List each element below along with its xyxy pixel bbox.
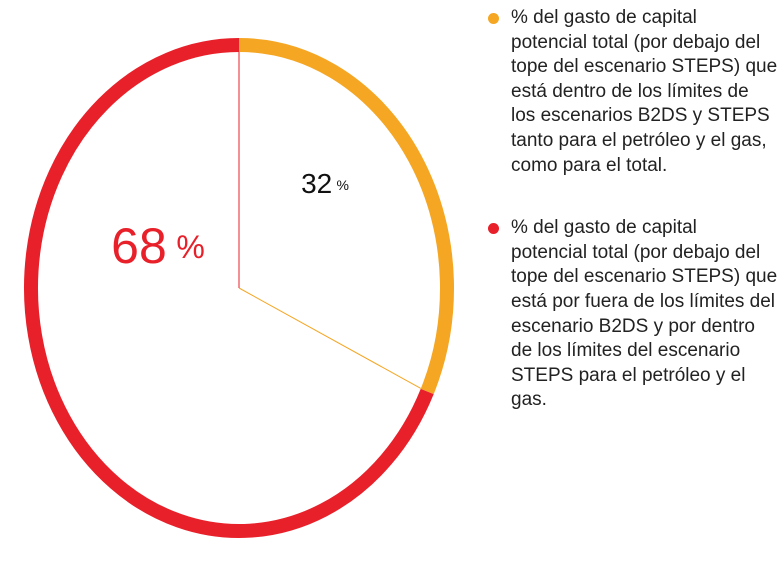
slice-edge: [238, 287, 422, 389]
value-label: 32%: [301, 168, 349, 199]
chart: 32 %68%: [24, 38, 454, 538]
value-number: 68: [111, 218, 167, 274]
legend-item: % del gasto de capital potencial total (…: [488, 216, 778, 413]
legend-swatch: [488, 223, 499, 235]
legend: % del gasto de capital potencial total (…: [488, 6, 778, 451]
slice-arc: [24, 38, 434, 538]
slice-arc: [238, 38, 454, 395]
value-label: 68%: [111, 218, 205, 274]
value-unit: %: [176, 229, 204, 265]
value-number: 32: [301, 168, 332, 199]
legend-label: % del gasto de capital potencial total (…: [511, 217, 778, 411]
legend-swatch: [488, 13, 499, 24]
value-unit: %: [336, 177, 348, 193]
legend-item: % del gasto de capital potencial total (…: [488, 6, 778, 178]
legend-label: % del gasto de capital potencial total (…: [511, 7, 778, 176]
